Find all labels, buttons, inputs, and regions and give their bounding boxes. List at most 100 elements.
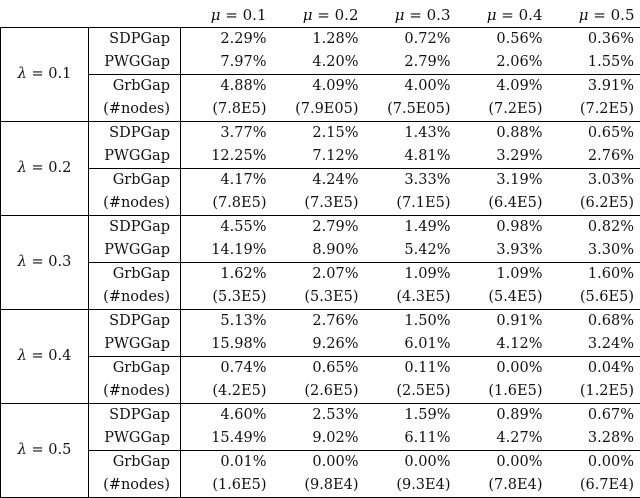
mu-header: μ = 0.2 — [273, 4, 365, 28]
value-cell: (5.3E5) — [273, 286, 365, 310]
row-label: SDPGap — [89, 216, 181, 240]
value-cell: 1.09% — [365, 263, 457, 287]
row-label: GrbGap — [89, 169, 181, 193]
mu-header: μ = 0.3 — [365, 4, 457, 28]
value-cell: 3.28% — [549, 427, 640, 451]
value-cell: 0.88% — [457, 122, 549, 146]
value-cell: 4.24% — [273, 169, 365, 193]
value-cell: (5.6E5) — [549, 286, 640, 310]
row-label: (#nodes) — [89, 286, 181, 310]
mu-symbol: μ — [579, 6, 589, 24]
value-cell: 0.67% — [549, 404, 640, 428]
lambda-symbol: λ — [18, 66, 27, 82]
row-label: SDPGap — [89, 404, 181, 428]
value-cell: 0.36% — [549, 28, 640, 52]
value-cell: 1.28% — [273, 28, 365, 52]
value-cell: 1.60% — [549, 263, 640, 287]
lambda-value: = 0.3 — [31, 254, 71, 270]
value-cell: (9.3E4) — [365, 474, 457, 498]
value-cell: 4.55% — [181, 216, 273, 240]
row-label: PWGGap — [89, 427, 181, 451]
mu-value: = 0.3 — [409, 6, 450, 24]
value-cell: 1.43% — [365, 122, 457, 146]
value-cell: 2.07% — [273, 263, 365, 287]
value-cell: 1.50% — [365, 310, 457, 334]
value-cell: 3.77% — [181, 122, 273, 146]
value-cell: (7.3E5) — [273, 192, 365, 216]
value-cell: 4.81% — [365, 145, 457, 169]
value-cell: 4.00% — [365, 75, 457, 99]
value-cell: (7.8E4) — [457, 474, 549, 498]
lambda-cell: λ = 0.3 — [1, 216, 89, 310]
value-cell: 4.88% — [181, 75, 273, 99]
lambda-value: = 0.5 — [31, 442, 71, 458]
value-cell: 15.98% — [181, 333, 273, 357]
value-cell: 2.06% — [457, 51, 549, 75]
value-cell: 3.19% — [457, 169, 549, 193]
value-cell: (1.2E5) — [549, 380, 640, 404]
value-cell: 0.11% — [365, 357, 457, 381]
value-cell: (7.1E5) — [365, 192, 457, 216]
value-cell: 1.55% — [549, 51, 640, 75]
mu-symbol: μ — [487, 6, 497, 24]
value-cell: 2.79% — [365, 51, 457, 75]
value-cell: 0.00% — [457, 451, 549, 475]
value-cell: 0.01% — [181, 451, 273, 475]
value-cell: (7.9E05) — [273, 98, 365, 122]
value-cell: 15.49% — [181, 427, 273, 451]
value-cell: (7.2E5) — [549, 98, 640, 122]
value-cell: 0.82% — [549, 216, 640, 240]
table-row: (#nodes)(7.8E5)(7.3E5)(7.1E5)(6.4E5)(6.2… — [1, 192, 640, 216]
value-cell: 9.02% — [273, 427, 365, 451]
value-cell: 0.65% — [549, 122, 640, 146]
table-row: (#nodes)(1.6E5)(9.8E4)(9.3E4)(7.8E4)(6.7… — [1, 474, 640, 498]
value-cell: 1.49% — [365, 216, 457, 240]
value-cell: (6.7E4) — [549, 474, 640, 498]
value-cell: (4.2E5) — [181, 380, 273, 404]
value-cell: 1.62% — [181, 263, 273, 287]
value-cell: 7.12% — [273, 145, 365, 169]
row-label: SDPGap — [89, 28, 181, 52]
lambda-cell: λ = 0.2 — [1, 122, 89, 216]
value-cell: 5.13% — [181, 310, 273, 334]
value-cell: 0.74% — [181, 357, 273, 381]
value-cell: 9.26% — [273, 333, 365, 357]
mu-value: = 0.1 — [225, 6, 266, 24]
value-cell: 3.33% — [365, 169, 457, 193]
table-row: (#nodes)(4.2E5)(2.6E5)(2.5E5)(1.6E5)(1.2… — [1, 380, 640, 404]
value-cell: (9.8E4) — [273, 474, 365, 498]
mu-symbol: μ — [303, 6, 313, 24]
table-row: (#nodes)(7.8E5)(7.9E05)(7.5E05)(7.2E5)(7… — [1, 98, 640, 122]
value-cell: 4.09% — [273, 75, 365, 99]
value-cell: (1.6E5) — [457, 380, 549, 404]
row-label: (#nodes) — [89, 474, 181, 498]
value-cell: 2.53% — [273, 404, 365, 428]
mu-header: μ = 0.1 — [181, 4, 273, 28]
lambda-symbol: λ — [18, 442, 27, 458]
row-label: PWGGap — [89, 145, 181, 169]
value-cell: 12.25% — [181, 145, 273, 169]
corner-cell — [1, 4, 89, 28]
value-cell: 2.29% — [181, 28, 273, 52]
value-cell: 3.30% — [549, 239, 640, 263]
value-cell: 3.93% — [457, 239, 549, 263]
value-cell: 4.12% — [457, 333, 549, 357]
value-cell: 3.91% — [549, 75, 640, 99]
value-cell: (7.8E5) — [181, 98, 273, 122]
value-cell: 4.17% — [181, 169, 273, 193]
lambda-symbol: λ — [18, 160, 27, 176]
value-cell: 7.97% — [181, 51, 273, 75]
value-cell: 6.11% — [365, 427, 457, 451]
lambda-symbol: λ — [18, 254, 27, 270]
value-cell: 2.76% — [549, 145, 640, 169]
value-cell: (6.2E5) — [549, 192, 640, 216]
value-cell: (4.3E5) — [365, 286, 457, 310]
